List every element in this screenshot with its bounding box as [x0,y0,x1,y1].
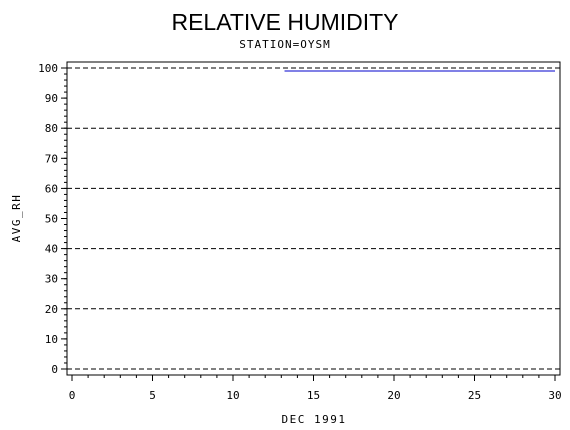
chart-subtitle: STATION=OYSM [239,38,330,51]
y-tick-label-20: 20 [45,303,58,316]
x-tick-label-25: 25 [468,389,481,402]
x-tick-label-30: 30 [548,389,561,402]
y-tick-label-60: 60 [45,182,58,195]
x-tick-label-15: 15 [307,389,320,402]
y-axis-label: AVG_RH [10,194,23,243]
x-axis-label: DEC 1991 [282,413,347,426]
y-tick-label-100: 100 [38,62,58,75]
y-tick-label-70: 70 [45,152,58,165]
x-axis: 0 5 10 15 20 25 30 [69,375,562,402]
x-tick-label-5: 5 [149,389,156,402]
y-tick-label-90: 90 [45,92,58,105]
y-tick-label-80: 80 [45,122,58,135]
y-tick-label-0: 0 [51,363,58,376]
x-tick-label-20: 20 [387,389,400,402]
x-tick-label-10: 10 [226,389,239,402]
y-axis: 0 10 20 30 40 50 60 70 80 90 100 [38,62,67,376]
y-tick-label-10: 10 [45,333,58,346]
grid-lines [67,67,560,370]
chart-title: RELATIVE HUMIDITY [171,9,398,35]
y-tick-label-50: 50 [45,213,58,226]
plot-frame [66,61,561,376]
y-tick-label-30: 30 [45,273,58,286]
y-tick-label-40: 40 [45,243,58,256]
x-tick-label-0: 0 [69,389,76,402]
